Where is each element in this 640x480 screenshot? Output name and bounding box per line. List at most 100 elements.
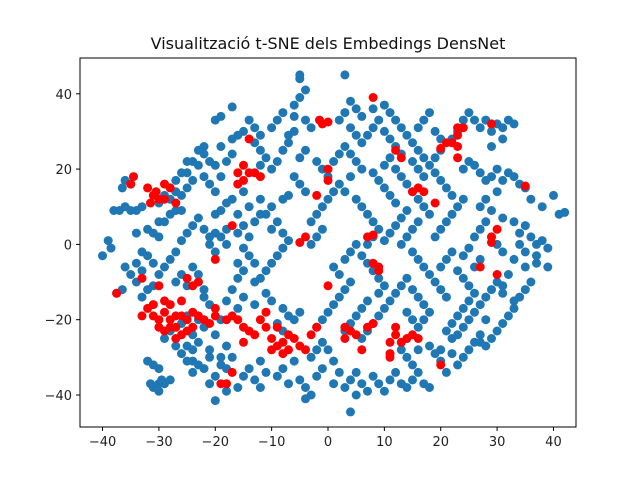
point-blue-14 <box>131 228 141 238</box>
point-blue-417 <box>487 285 496 295</box>
x-tick-label-2: −20 <box>202 435 229 450</box>
point-blue-456 <box>503 311 513 321</box>
point-blue-430 <box>498 247 508 257</box>
point-blue-200 <box>346 407 355 417</box>
point-red-35 <box>205 319 215 328</box>
point-blue-328 <box>441 183 451 193</box>
point-red-59 <box>278 337 288 347</box>
point-blue-444 <box>481 315 491 325</box>
point-blue-22 <box>154 364 164 374</box>
point-red-10 <box>160 194 169 204</box>
point-blue-168 <box>210 396 220 406</box>
point-blue-325 <box>453 202 463 212</box>
point-blue-326 <box>458 194 468 204</box>
point-red-80 <box>295 238 305 247</box>
point-blue-343 <box>346 96 355 106</box>
point-blue-394 <box>481 194 491 204</box>
point-blue-204 <box>385 375 395 385</box>
point-blue-332 <box>419 153 429 163</box>
point-blue-333 <box>413 145 423 155</box>
point-blue-486 <box>165 254 175 264</box>
point-blue-418 <box>481 292 491 302</box>
point-blue-365 <box>430 126 440 136</box>
point-blue-285 <box>374 224 384 234</box>
point-blue-86 <box>239 126 248 136</box>
point-blue-304 <box>413 194 423 204</box>
point-blue-162 <box>210 330 220 340</box>
point-blue-197 <box>357 379 367 389</box>
point-blue-143 <box>233 258 243 268</box>
point-red-102 <box>385 337 395 347</box>
point-blue-358 <box>419 172 429 182</box>
point-blue-220 <box>436 345 446 355</box>
point-red-81 <box>301 232 310 242</box>
point-red-56 <box>261 322 271 332</box>
point-blue-453 <box>487 334 496 343</box>
point-blue-386 <box>487 172 496 182</box>
point-blue-441 <box>464 315 474 325</box>
point-blue-262 <box>312 232 322 242</box>
point-blue-324 <box>447 209 457 219</box>
point-blue-376 <box>498 123 508 133</box>
point-blue-276 <box>346 149 355 159</box>
point-blue-103 <box>278 108 288 118</box>
point-blue-483 <box>188 221 198 231</box>
point-blue-458 <box>515 292 525 302</box>
point-blue-80 <box>216 172 226 182</box>
point-red-88 <box>323 175 333 185</box>
point-blue-124 <box>267 224 277 234</box>
point-blue-185 <box>312 371 322 381</box>
point-red-79 <box>244 134 254 144</box>
x-tick-label-7: 30 <box>489 435 506 450</box>
point-blue-408 <box>509 254 519 264</box>
point-red-132 <box>520 181 530 191</box>
point-blue-194 <box>340 383 350 392</box>
point-blue-186 <box>317 364 327 374</box>
y-tick-label-1: −20 <box>45 314 72 329</box>
point-blue-140 <box>295 307 305 317</box>
point-blue-292 <box>402 206 412 215</box>
point-blue-240 <box>357 303 367 313</box>
point-blue-254 <box>413 292 423 302</box>
point-blue-126 <box>284 236 293 246</box>
point-red-99 <box>357 345 367 355</box>
point-blue-108 <box>295 70 305 80</box>
point-blue-363 <box>419 115 429 125</box>
point-blue-425 <box>470 232 479 242</box>
point-red-11 <box>165 183 175 193</box>
point-blue-79 <box>199 172 209 182</box>
point-red-44 <box>210 254 220 264</box>
point-blue-464 <box>537 202 547 212</box>
point-blue-178 <box>278 364 288 374</box>
point-red-110 <box>385 352 395 362</box>
point-red-50 <box>233 315 243 325</box>
point-blue-223 <box>323 307 333 317</box>
point-red-0 <box>112 288 122 298</box>
point-blue-117 <box>295 179 305 189</box>
point-red-32 <box>177 296 186 306</box>
point-blue-297 <box>368 168 378 178</box>
point-red-101 <box>368 319 378 328</box>
point-blue-277 <box>351 157 361 166</box>
point-blue-151 <box>233 209 243 219</box>
point-blue-340 <box>368 104 378 114</box>
point-blue-252 <box>402 273 412 283</box>
point-blue-406 <box>520 247 530 257</box>
point-blue-419 <box>470 288 479 298</box>
point-red-54 <box>255 315 265 325</box>
point-blue-431 <box>475 254 485 264</box>
point-blue-482 <box>182 228 192 238</box>
point-blue-83 <box>216 142 226 151</box>
point-blue-123 <box>272 217 282 227</box>
point-blue-309 <box>402 232 412 242</box>
point-blue-145 <box>250 258 260 268</box>
point-blue-158 <box>250 300 260 310</box>
point-blue-457 <box>509 303 519 313</box>
point-red-8 <box>151 187 161 197</box>
point-blue-253 <box>408 285 417 295</box>
point-blue-493 <box>126 270 136 279</box>
point-blue-294 <box>385 190 395 200</box>
point-red-67 <box>267 345 277 355</box>
point-blue-311 <box>408 247 417 257</box>
point-blue-100 <box>284 138 293 148</box>
